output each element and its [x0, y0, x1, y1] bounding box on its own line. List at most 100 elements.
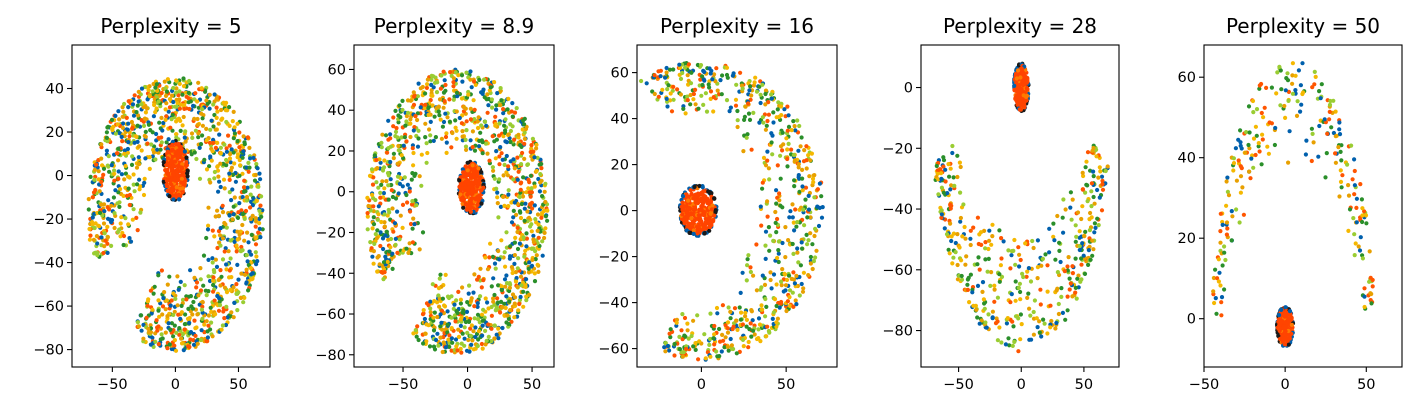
- scatter-point: [456, 73, 461, 78]
- scatter-point: [131, 172, 136, 177]
- scatter-point: [708, 71, 713, 76]
- scatter-point: [1038, 302, 1043, 307]
- scatter-points: [639, 61, 825, 362]
- scatter-point: [204, 138, 209, 143]
- scatter-point: [391, 124, 396, 129]
- scatter-point: [512, 301, 517, 306]
- scatter-point: [477, 77, 482, 83]
- scatter-point: [758, 339, 763, 344]
- scatter-point: [515, 246, 521, 252]
- scatter-point: [997, 272, 1002, 277]
- scatter-point: [235, 229, 240, 234]
- scatter-point: [508, 122, 513, 127]
- scatter-point: [224, 119, 229, 125]
- cluster-point: [697, 227, 702, 232]
- panel-4: Perplexity = 28−50 0 50−80−60−40−200: [882, 14, 1120, 393]
- scatter-point: [1103, 168, 1108, 174]
- scatter-point: [506, 132, 511, 137]
- scatter-point: [949, 238, 954, 244]
- scatter-point: [1068, 281, 1073, 286]
- scatter-point: [480, 151, 485, 156]
- scatter-point: [370, 254, 375, 259]
- scatter-point: [205, 335, 210, 340]
- scatter-point: [426, 303, 431, 308]
- scatter-point: [231, 212, 236, 217]
- scatter-point: [178, 316, 183, 321]
- scatter-point: [1097, 165, 1102, 170]
- scatter-point: [227, 268, 232, 273]
- scatter-point: [1074, 296, 1079, 301]
- scatter-point: [247, 249, 252, 254]
- scatter-point: [955, 262, 960, 268]
- scatter-point: [726, 348, 731, 353]
- y-tick-label: −60: [598, 342, 629, 358]
- scatter-point: [686, 336, 691, 341]
- scatter-point: [234, 282, 239, 287]
- scatter-point: [147, 155, 152, 160]
- scatter-point: [229, 310, 234, 315]
- scatter-point: [1009, 292, 1014, 297]
- scatter-point: [475, 119, 480, 124]
- scatter-point: [759, 303, 764, 308]
- scatter-point: [502, 162, 507, 167]
- cluster-point: [461, 205, 466, 210]
- scatter-point: [763, 243, 768, 248]
- scatter-point: [763, 163, 769, 168]
- scatter-point: [804, 166, 809, 171]
- cluster-point: [177, 197, 182, 202]
- cluster-point: [687, 222, 692, 228]
- scatter-point: [395, 174, 401, 179]
- scatter-point: [464, 147, 469, 152]
- scatter-point: [142, 176, 147, 181]
- scatter-point: [201, 283, 206, 288]
- scatter-point: [688, 102, 693, 107]
- scatter-point: [800, 289, 806, 294]
- scatter-point: [1010, 343, 1015, 348]
- scatter-point: [199, 307, 204, 312]
- scatter-point: [688, 92, 693, 98]
- scatter-point: [802, 223, 807, 228]
- scatter-point: [512, 261, 517, 266]
- scatter-point: [990, 315, 995, 320]
- cluster-point: [685, 216, 690, 221]
- scatter-point: [235, 262, 240, 267]
- scatter-point: [135, 182, 140, 187]
- scatter-point: [729, 343, 735, 348]
- scatter-point: [745, 263, 750, 268]
- scatter-point: [99, 235, 104, 240]
- scatter-point: [534, 253, 539, 258]
- scatter-point: [167, 342, 172, 347]
- scatter-point: [154, 106, 159, 111]
- scatter-point: [945, 191, 950, 196]
- scatter-point: [411, 163, 416, 168]
- scatter-point: [503, 117, 508, 122]
- scatter-point: [505, 107, 510, 112]
- scatter-point: [375, 269, 380, 274]
- scatter-point: [380, 167, 386, 172]
- scatter-point: [800, 188, 805, 193]
- scatter-point: [1060, 215, 1065, 220]
- scatter-point: [1068, 190, 1073, 195]
- scatter-point: [460, 129, 465, 134]
- scatter-point: [797, 123, 802, 129]
- scatter-point: [167, 105, 172, 110]
- scatter-point: [428, 306, 433, 311]
- scatter-point: [375, 166, 380, 171]
- scatter-point: [254, 198, 259, 203]
- cluster-point: [471, 168, 476, 173]
- scatter-point: [951, 255, 956, 260]
- scatter-point: [1105, 164, 1110, 169]
- scatter-point: [1035, 238, 1040, 243]
- scatter-point: [101, 250, 106, 256]
- scatter-point: [708, 354, 713, 359]
- scatter-point: [384, 229, 389, 234]
- scatter-point: [965, 282, 970, 287]
- scatter-point: [505, 313, 510, 318]
- scatter-point: [421, 341, 426, 346]
- scatter-point: [213, 257, 218, 262]
- scatter-point: [771, 120, 776, 125]
- scatter-point: [227, 105, 232, 110]
- scatter-point: [381, 277, 386, 282]
- scatter-point: [1099, 208, 1105, 213]
